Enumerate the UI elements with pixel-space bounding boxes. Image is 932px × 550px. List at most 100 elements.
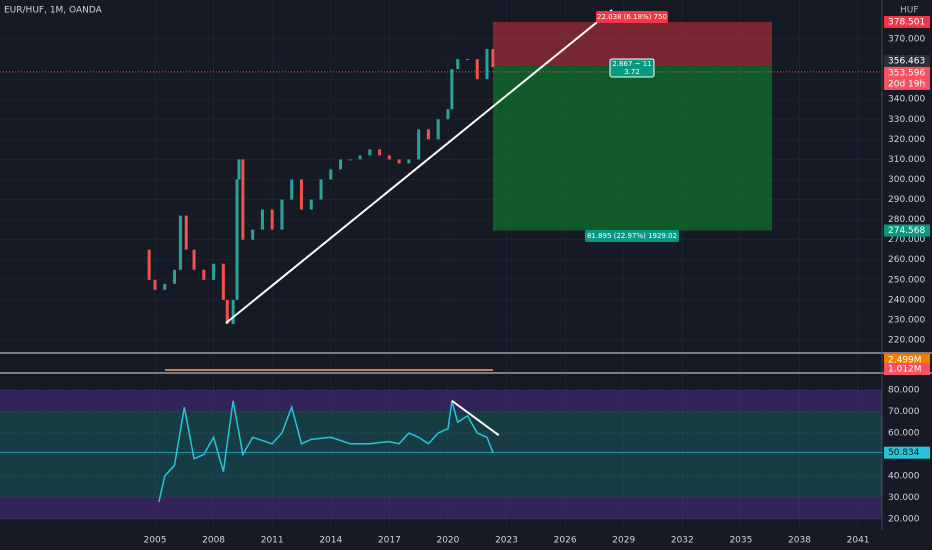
candle	[153, 279, 157, 290]
candle	[491, 49, 495, 68]
candle	[178, 215, 182, 270]
symbol-header: EUR/HUF, 1M, OANDA	[4, 6, 103, 16]
candle	[339, 159, 343, 170]
rsi-overbought	[0, 390, 882, 412]
candle	[184, 215, 188, 250]
rsi-oversold	[0, 497, 882, 519]
candle	[241, 159, 245, 240]
candle	[475, 59, 479, 80]
time-tick-label: 2023	[495, 536, 518, 546]
candle	[231, 299, 235, 324]
candle	[387, 155, 391, 160]
rsi-tick-label: 80.000	[888, 386, 920, 396]
time-tick-label: 2014	[319, 536, 342, 546]
target-label: 22.038 (6.18%) 750	[597, 13, 667, 21]
rsi-tick-label: 30.000	[888, 493, 920, 503]
time-tick-label: 2038	[788, 536, 811, 546]
price-tick-label: 330.000	[888, 115, 925, 125]
rsi-trend-line	[451, 399, 500, 436]
candle	[348, 159, 352, 161]
candle	[465, 59, 469, 61]
axes: 2005 2008 2011 2014 2017 2020 2023 2026 2029 2032…	[144, 15, 930, 546]
ratio-sub-label: 3.72	[624, 68, 640, 76]
stop-zone	[493, 66, 772, 231]
time-tick-label: 2026	[554, 536, 577, 546]
price-badge-bg	[884, 15, 930, 28]
price-tick-label: 290.000	[888, 195, 925, 205]
candle	[237, 159, 241, 180]
candle	[417, 129, 421, 160]
candle	[251, 229, 255, 240]
time-tick-label: 2041	[847, 536, 870, 546]
candle	[319, 179, 323, 200]
price-tick-label: 310.000	[888, 155, 925, 165]
price-tick-label: 260.000	[888, 255, 925, 265]
candle	[192, 249, 196, 270]
candle	[235, 179, 239, 300]
candle	[426, 129, 430, 140]
time-tick-label: 2017	[378, 536, 401, 546]
candle	[329, 169, 333, 180]
candle	[368, 149, 372, 156]
candle	[309, 199, 313, 210]
candle	[260, 209, 264, 230]
candle	[173, 269, 177, 284]
time-tick-label: 2032	[671, 536, 694, 546]
price-badge: 378.501	[888, 17, 925, 27]
price-tick-label: 240.000	[888, 295, 925, 305]
rsi-badge-bg	[884, 446, 930, 459]
candle	[212, 263, 216, 280]
stop-label: 81.895 (22.97%) 1929.02	[587, 232, 677, 240]
candle	[485, 49, 489, 80]
candle	[450, 69, 454, 110]
trend-line	[225, 9, 613, 324]
stop-label-bg	[585, 230, 679, 242]
time-tick-label: 2029	[612, 536, 635, 546]
price-badge-bg	[884, 55, 930, 68]
countdown-badge: 20d 19h	[888, 79, 925, 89]
rsi-tick-label: 70.000	[888, 407, 920, 417]
rsi-pane	[0, 389, 882, 520]
rsi-badge: 50.834	[888, 448, 920, 458]
candle	[280, 199, 284, 230]
rsi-tick-label: 40.000	[888, 472, 920, 482]
time-tick-label: 2035	[729, 536, 752, 546]
candle	[397, 159, 401, 164]
price-tick-label: 370.000	[888, 35, 925, 45]
price-tick-label: 230.000	[888, 315, 925, 325]
candle	[225, 299, 229, 324]
candle	[407, 159, 411, 164]
rsi-band	[0, 411, 882, 498]
candle	[378, 149, 382, 156]
ratio-label: 2.867 ~ 11	[612, 60, 651, 68]
candle	[446, 109, 450, 120]
volume-badge: 2.499M	[888, 356, 922, 366]
currency-label: HUF	[900, 6, 919, 16]
time-tick-label: 2008	[202, 536, 225, 546]
price-tick-label: 270.000	[888, 235, 925, 245]
price-tick-label: 340.000	[888, 95, 925, 105]
price-badge-bg	[884, 66, 930, 79]
price-tick-label: 280.000	[888, 215, 925, 225]
candle	[270, 209, 274, 230]
candle	[221, 263, 225, 300]
rsi-tick-label: 20.000	[888, 515, 920, 525]
candle	[147, 249, 151, 280]
candle	[436, 119, 440, 140]
rsi-tick-label: 60.000	[888, 429, 920, 439]
price-badge-bg	[884, 224, 930, 237]
candle	[163, 283, 167, 290]
price-tick-label: 320.000	[888, 135, 925, 145]
candle	[290, 179, 294, 200]
target-label-bg	[596, 11, 668, 23]
volume-badge: 1.012M	[888, 365, 922, 375]
ratio-bg	[609, 58, 655, 78]
price-tick-label: 250.000	[888, 275, 925, 285]
candle	[202, 269, 206, 280]
price-pane: 22.038 (6.18%) 750 2.867 ~ 113.72 81.895 (…	[0, 9, 882, 371]
candle	[456, 59, 460, 70]
price-badge: 353.596	[888, 68, 925, 78]
price-badge: 356.463	[888, 57, 925, 67]
